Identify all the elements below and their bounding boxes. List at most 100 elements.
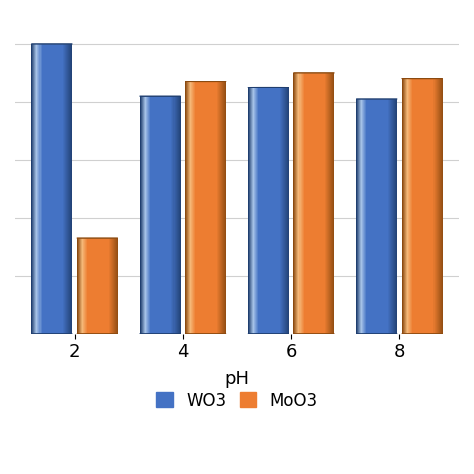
Bar [313,73,314,334]
Bar [187,82,188,334]
Bar [151,96,152,334]
Bar [404,79,405,334]
Bar [321,73,322,334]
Bar [145,96,146,334]
Bar [60,44,61,334]
Bar [266,87,267,334]
Bar [43,44,44,334]
Bar [271,87,272,334]
Bar [42,44,43,334]
Bar [360,99,361,334]
Bar [323,73,324,334]
Bar [199,82,200,334]
Bar [95,238,96,334]
Bar [141,96,142,334]
Bar [201,82,202,334]
Bar [326,73,327,334]
Bar [213,82,214,334]
Bar [197,82,199,334]
Bar [262,87,263,334]
Bar [46,44,48,334]
Bar [50,44,51,334]
Bar [309,73,310,334]
Bar [307,73,308,334]
Bar [432,79,434,334]
Bar [382,99,383,334]
Bar [325,73,326,334]
Bar [195,82,196,334]
Bar [64,44,65,334]
Bar [160,96,161,334]
Bar [367,99,368,334]
Bar [212,82,213,334]
Bar [185,82,186,334]
Bar [416,79,417,334]
Bar [324,73,325,334]
Bar [409,79,410,334]
Bar [314,73,315,334]
Bar [418,79,419,334]
Bar [209,82,210,334]
Bar [100,238,101,334]
Bar [256,87,257,334]
Bar [357,99,358,334]
Bar [174,96,175,334]
Bar [282,87,283,334]
Bar [441,79,442,334]
Bar [391,99,392,334]
Bar [328,73,329,334]
Bar [219,82,220,334]
Bar [153,96,154,334]
Bar [385,99,386,334]
Bar [149,96,150,334]
Bar [408,79,409,334]
Bar [300,73,301,334]
Bar [86,238,87,334]
Bar [259,87,260,334]
Bar [278,87,279,334]
Bar [33,44,34,334]
Bar [248,87,249,334]
Bar [173,96,174,334]
Bar [305,73,306,334]
Bar [205,82,206,334]
Bar [107,238,108,334]
Bar [150,96,151,334]
Bar [308,73,309,334]
Bar [56,44,57,334]
Bar [434,79,435,334]
Bar [370,99,371,334]
Bar [377,99,378,334]
Bar [31,44,32,334]
Bar [117,238,118,334]
Bar [329,73,330,334]
Bar [186,82,187,334]
Bar [36,44,37,334]
Bar [287,87,288,334]
Bar [288,87,289,334]
Bar [169,96,170,334]
Bar [273,87,274,334]
Bar [301,73,302,334]
Bar [62,44,63,334]
Bar [274,87,275,334]
Bar [407,79,408,334]
Bar [319,73,320,334]
Bar [69,44,70,334]
Bar [200,82,201,334]
Bar [411,79,412,334]
Bar [426,79,428,334]
Bar [61,44,62,334]
Bar [215,82,216,334]
Bar [267,87,268,334]
Bar [436,79,437,334]
Bar [175,96,177,334]
Bar [203,82,205,334]
Bar [152,96,153,334]
Bar [116,238,117,334]
Bar [299,73,300,334]
Bar [108,238,109,334]
Bar [40,44,42,334]
Bar [77,238,78,334]
Bar [224,82,225,334]
